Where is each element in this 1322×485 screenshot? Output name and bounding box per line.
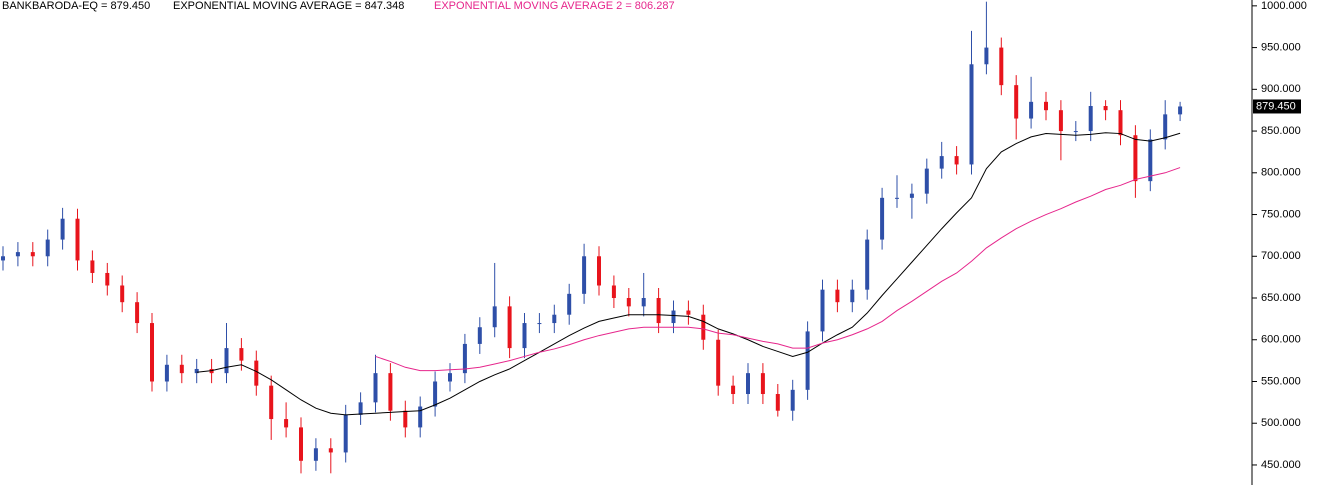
- candle-body: [1029, 101, 1034, 119]
- y-tick-label: 700.000: [1261, 250, 1301, 262]
- candle-body: [641, 298, 646, 307]
- candle-body: [164, 364, 169, 382]
- candle-body: [746, 373, 750, 395]
- price-label: 879.450: [1256, 100, 1296, 112]
- candle-body: [343, 414, 348, 453]
- candle-body: [626, 298, 631, 307]
- candle-body: [179, 364, 184, 374]
- candle-body: [75, 218, 80, 261]
- candle-body: [135, 302, 140, 324]
- candle-body: [1133, 135, 1138, 182]
- candle-body: [716, 339, 721, 386]
- ema-line: [196, 132, 1181, 416]
- candle-body: [731, 385, 736, 395]
- candle-body: [492, 306, 497, 328]
- legend-price: BANKBARODA-EQ = 879.450: [2, 0, 150, 12]
- candle-body: [820, 289, 825, 332]
- y-tick-label: 900.000: [1261, 83, 1301, 95]
- candle-body: [850, 289, 855, 303]
- y-tick-label: 1000.000: [1261, 0, 1307, 12]
- candle-body: [984, 47, 989, 65]
- candle-body: [760, 373, 765, 395]
- candle-body: [611, 285, 616, 299]
- legend-ema2: EXPONENTIAL MOVING AVERAGE 2 = 806.287: [434, 0, 675, 12]
- candle-body: [90, 260, 95, 273]
- candle-body: [239, 348, 244, 361]
- candle-body: [462, 343, 467, 374]
- candle-body: [45, 239, 50, 257]
- candle-body: [358, 402, 363, 415]
- candle-body: [1163, 114, 1168, 140]
- candle-body: [671, 310, 676, 324]
- y-tick-label: 600.000: [1261, 334, 1301, 346]
- candle-body: [299, 427, 303, 461]
- candle-body: [269, 385, 274, 420]
- candle-body: [1, 256, 5, 261]
- candle-body: [507, 306, 512, 349]
- candle-body: [880, 197, 885, 240]
- candle-body: [686, 310, 691, 315]
- candle-body: [939, 156, 944, 169]
- candle-body: [775, 394, 780, 411]
- candle-body: [567, 293, 572, 315]
- candle-body: [388, 373, 393, 411]
- candle-body: [1103, 106, 1108, 111]
- candle-body: [224, 348, 229, 374]
- y-tick-label: 650.000: [1261, 292, 1301, 304]
- candle-body: [1118, 110, 1123, 136]
- y-tick-label: 950.000: [1261, 41, 1301, 53]
- candle-body: [552, 314, 557, 324]
- candle-body: [999, 47, 1004, 86]
- candle-body: [433, 381, 438, 407]
- candle-body: [105, 272, 110, 286]
- candle-body: [924, 168, 929, 194]
- candle-body: [194, 368, 199, 374]
- y-tick-label: 850.000: [1261, 125, 1301, 137]
- candle-body: [805, 331, 810, 390]
- candle-body: [1014, 85, 1019, 119]
- y-tick-label: 550.000: [1261, 375, 1301, 387]
- ema-line: [375, 167, 1181, 372]
- candle-body: [150, 323, 154, 382]
- candle-body: [1073, 131, 1078, 133]
- legend-ema: EXPONENTIAL MOVING AVERAGE = 847.348: [173, 0, 404, 12]
- candle-body: [1088, 106, 1093, 132]
- candle-body: [1058, 110, 1063, 132]
- candle-body: [403, 410, 408, 428]
- candle-body: [909, 193, 914, 198]
- y-tick-label: 450.000: [1261, 459, 1301, 471]
- candle-body: [15, 252, 20, 257]
- candle-body: [30, 252, 35, 257]
- candle-body: [656, 298, 661, 324]
- candle-body: [1148, 139, 1153, 182]
- candle-body: [537, 323, 542, 325]
- candle-body: [313, 448, 318, 461]
- y-tick-label: 800.000: [1261, 167, 1301, 179]
- candle-body: [835, 289, 840, 303]
- candle-body: [418, 406, 423, 428]
- candle-body: [120, 285, 125, 303]
- candle-body: [60, 218, 65, 240]
- price-label-box: [1253, 99, 1301, 114]
- candle-body: [969, 64, 974, 165]
- candle-body: [254, 360, 259, 386]
- candle-body: [582, 256, 587, 294]
- y-tick-label: 500.000: [1261, 417, 1301, 429]
- candle-body: [865, 239, 870, 290]
- candle-body: [448, 373, 452, 382]
- candle-body: [522, 323, 527, 349]
- candle-body: [328, 448, 333, 453]
- candle-body: [477, 327, 482, 344]
- candle-body: [954, 156, 959, 165]
- candle-body: [895, 197, 899, 199]
- candle-body: [701, 314, 706, 340]
- candle-body: [284, 419, 289, 428]
- candle-body: [373, 373, 378, 403]
- candle-body: [597, 256, 601, 286]
- candle-body: [790, 389, 795, 411]
- candle-body: [1044, 101, 1048, 111]
- candle-body: [1178, 106, 1183, 115]
- y-tick-label: 750.000: [1261, 208, 1301, 220]
